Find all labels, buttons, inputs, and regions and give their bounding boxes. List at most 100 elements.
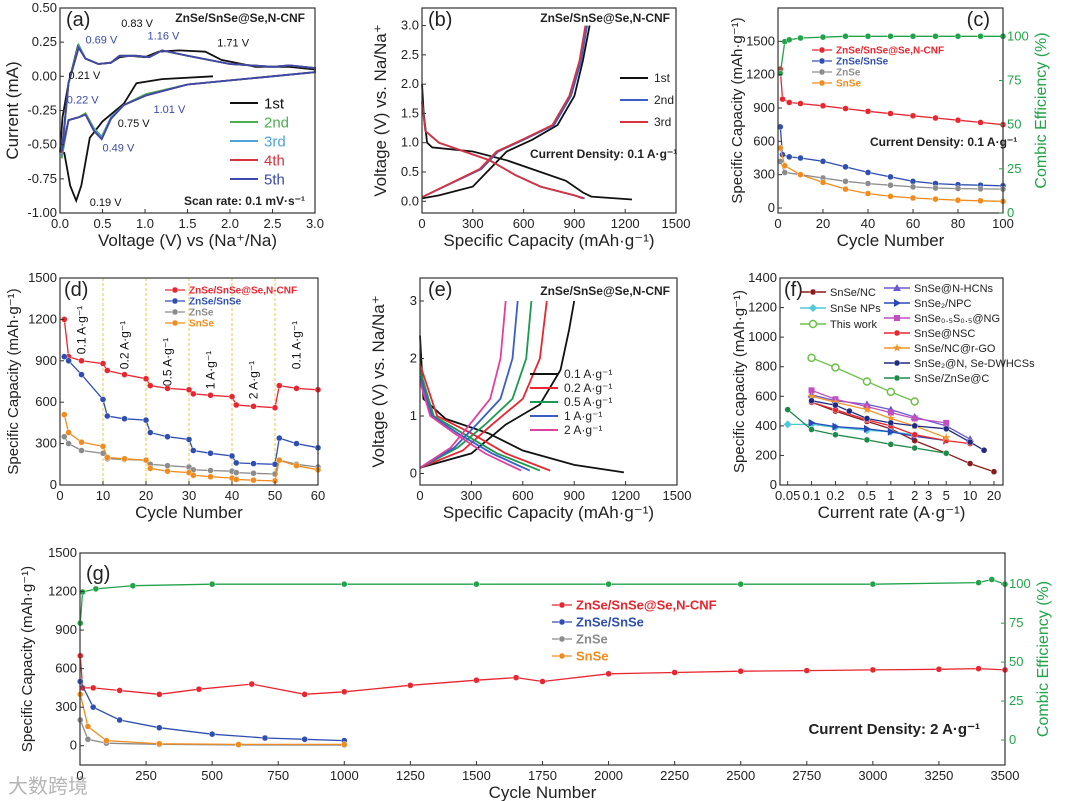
data-point: [887, 427, 895, 436]
data-point: [975, 579, 982, 586]
data-point: [208, 730, 216, 738]
legend-label: ZnSe: [189, 308, 214, 319]
data-point: [943, 419, 950, 426]
y-tick-label: 300: [55, 699, 77, 714]
legend-label: SnSe/NC: [830, 287, 876, 299]
y-tick-label: -1.00: [27, 205, 57, 220]
legend-label: ZnSe/SnSe: [836, 57, 889, 68]
panel-label: (d): [64, 279, 88, 301]
y-tick-label: 3.0: [401, 18, 419, 33]
rate-label: 1 A·g⁻¹: [204, 351, 218, 389]
y2-tick-label: 0: [1009, 732, 1016, 747]
y2-tick-label: 75: [1009, 615, 1023, 630]
data-point: [276, 434, 283, 442]
data-point: [842, 178, 849, 185]
legend-marker: [818, 46, 826, 54]
y-tick-label: 0.50: [32, 0, 57, 15]
y-tick-label: 0: [770, 477, 777, 492]
data-point: [190, 447, 197, 454]
x-axis-label: Voltage (V) vs (Na⁺/Na): [98, 231, 277, 250]
y-tick-label: 1200: [746, 67, 775, 82]
series-line: [419, 300, 531, 472]
data-point: [276, 456, 283, 464]
x-tick-label: 1200: [611, 488, 640, 503]
x-tick-label: 1.0: [136, 216, 154, 231]
series-0-1-a-g-: [419, 300, 625, 474]
data-point: [954, 33, 962, 40]
x-tick-label: 40: [861, 216, 875, 231]
data-point: [250, 460, 257, 467]
panel-g: 0 250 500 750 1000 1250 1500 1750 2000 2250 2500 27…: [19, 545, 1052, 801]
data-point: [842, 163, 849, 171]
data-point: [808, 397, 815, 404]
y-tick-label: 2.0: [401, 76, 419, 91]
series-line: [79, 655, 1006, 695]
y-tick-label: 1500: [28, 270, 57, 285]
data-point: [797, 34, 804, 42]
data-point: [103, 737, 110, 744]
peak-annotation: 0.69 V: [86, 35, 118, 47]
plot-frame: [421, 7, 677, 214]
peak-annotation: 0.75 V: [118, 118, 150, 130]
y-tick-label: 900: [753, 100, 775, 115]
data-point: [832, 422, 840, 431]
legend-label: 2 A·g⁻¹: [564, 423, 602, 437]
panel-title: ZnSe/SnSe@Se,N-CNF: [540, 11, 670, 25]
series-snse: [77, 691, 348, 748]
data-point: [99, 396, 107, 403]
x-tick-label: 1500: [462, 768, 491, 783]
panel-e: 0 300 600 900 1200 1500 0 1 2 3 Specific Capacity …: [369, 277, 691, 522]
legend-label: 5th: [264, 171, 285, 188]
data-point: [842, 185, 849, 193]
data-point: [61, 353, 68, 360]
data-point: [784, 406, 791, 413]
data-point: [164, 468, 171, 475]
data-point: [886, 413, 896, 423]
legend-label: ZnSe/SnSe: [189, 297, 242, 308]
legend-marker: [558, 618, 566, 626]
data-point: [909, 183, 917, 191]
series-line: [811, 395, 947, 439]
y-tick-label: 200: [755, 447, 777, 462]
data-point: [605, 670, 612, 677]
data-point: [99, 360, 107, 367]
x-tick-label: 60: [311, 488, 325, 503]
data-point: [142, 375, 150, 382]
data-point: [831, 397, 840, 406]
data-point: [777, 123, 784, 131]
data-point: [887, 33, 894, 40]
x-tick-label: 80: [951, 216, 965, 231]
legend-label: SnSe/NC@r-GO: [914, 343, 996, 355]
series-snse: [61, 411, 322, 485]
x-tick-label: 0.0: [51, 216, 69, 231]
data-point: [797, 171, 804, 178]
legend-label: ZnSe/SnSe@Se,N-CNF: [576, 598, 717, 613]
data-point: [78, 371, 85, 378]
data-point: [185, 436, 193, 443]
x-tick-label: 0.1: [803, 488, 821, 503]
data-point: [737, 668, 744, 675]
data-point: [61, 433, 68, 440]
legend-label: 4th: [264, 152, 285, 169]
data-point: [121, 371, 128, 378]
data-point: [276, 382, 283, 389]
panel-note: Current Density: 0.1 A·g⁻¹: [870, 135, 1017, 149]
x-tick-label: 2750: [792, 768, 821, 783]
data-point: [911, 444, 918, 452]
series-line: [811, 401, 995, 473]
series-znse-snse: [777, 123, 1007, 189]
x-tick-label: 0: [56, 488, 63, 503]
data-point: [99, 443, 107, 450]
series-5th: [60, 45, 316, 152]
x-tick-label: 1750: [528, 768, 557, 783]
series-line: [811, 422, 947, 442]
panel-d: 0.1 A·g⁻¹ 0.2 A·g⁻¹ 0.5 A·g⁻¹ 1 A·g⁻¹ 2 A·g⁻…: [5, 270, 325, 522]
legend-label: SnSe: [576, 649, 609, 664]
data-point: [887, 110, 894, 117]
panel-label: (f): [784, 279, 803, 301]
data-point: [116, 716, 123, 724]
legend-label: 3rd: [264, 133, 286, 150]
x-tick-label: 1: [887, 488, 894, 503]
data-point: [807, 353, 816, 363]
data-point: [301, 736, 308, 743]
